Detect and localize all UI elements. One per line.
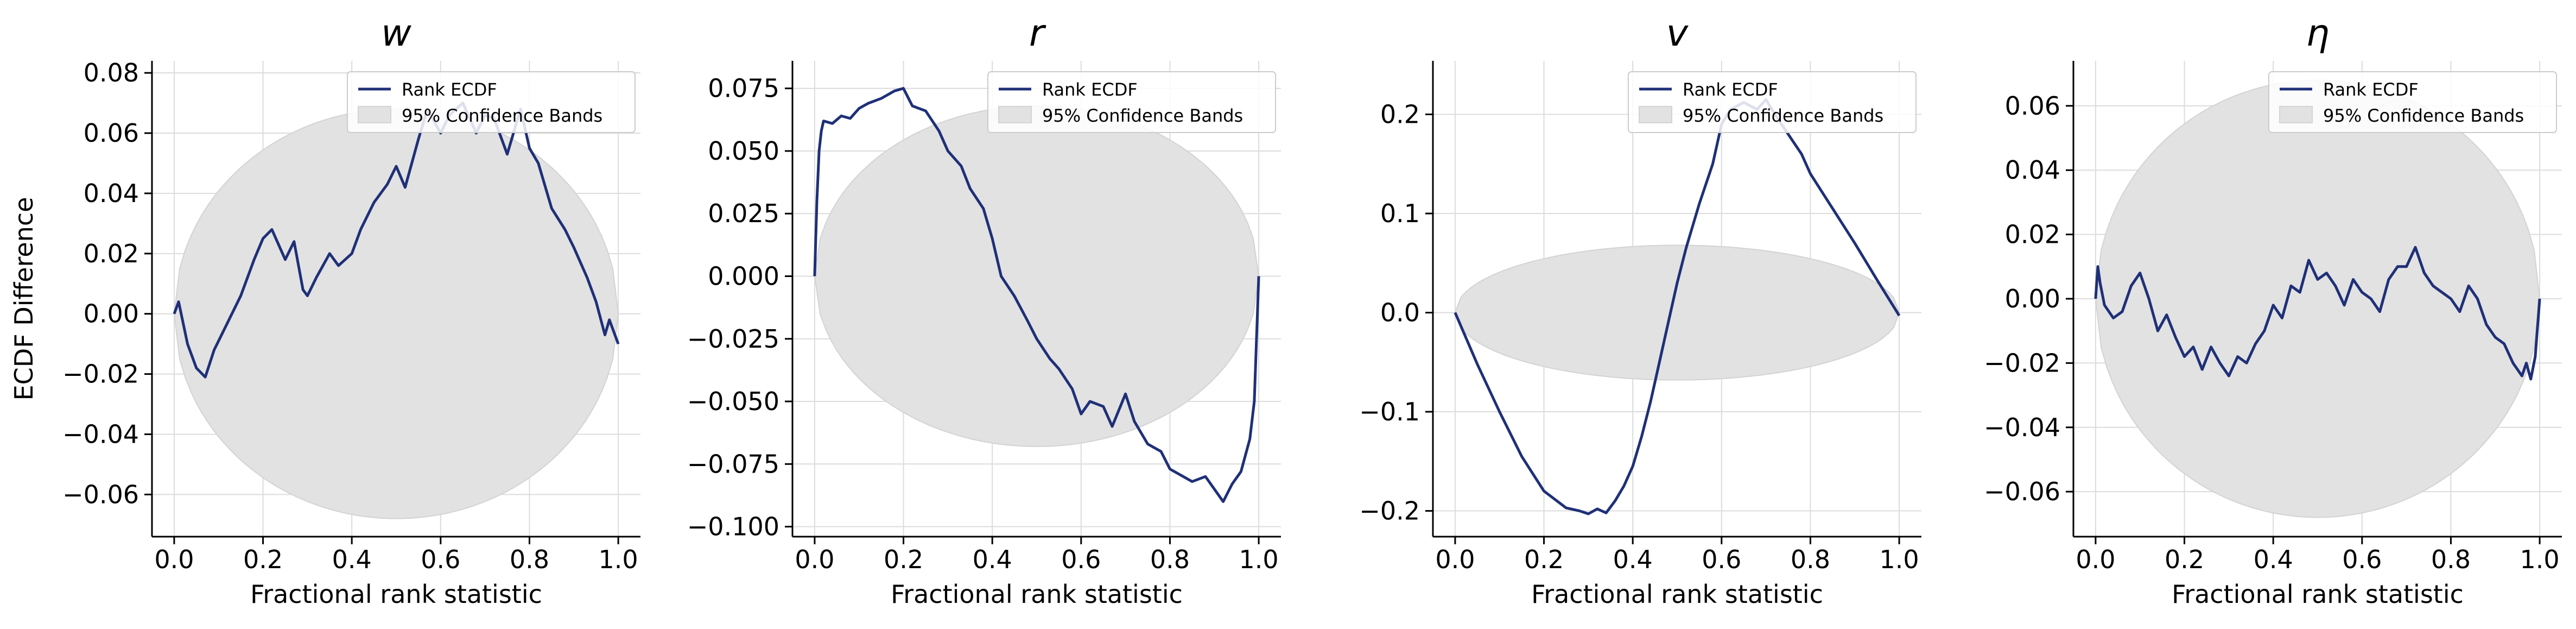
x-tick-label: 0.8: [1791, 545, 1830, 574]
confidence-band: [173, 108, 619, 519]
chart-title: v: [1666, 12, 1689, 55]
legend-label-rank-ecdf: Rank ECDF: [1042, 79, 1138, 100]
rank-ecdf-line: [2094, 246, 2541, 381]
chart-title: w: [381, 12, 411, 55]
y-tick-label: 0.075: [708, 74, 779, 103]
confidence-band: [1454, 244, 1900, 381]
x-axis-label: Fractional rank statistic: [1531, 580, 1823, 609]
x-tick-label: 0.6: [1061, 545, 1101, 574]
legend-label-confidence-bands: 95% Confidence Bands: [1683, 105, 1883, 126]
x-axis-label: Fractional rank statistic: [891, 580, 1183, 609]
legend: Rank ECDF 95% Confidence Bands: [347, 71, 636, 133]
y-tick-label: 0.08: [84, 58, 139, 87]
chart-panel-1: 0.0 0.2 0.4 0.6 0.8 1.0 −0.06 −0.04 −0.02 0.00 0.0…: [62, 12, 640, 609]
y-tick-label: −0.050: [687, 387, 779, 416]
x-tick-label: 0.0: [154, 545, 194, 574]
y-tick-label: −0.04: [62, 419, 139, 449]
legend-band-swatch: [998, 106, 1032, 123]
chart-panel-4: 0.0 0.2 0.4 0.6 0.8 1.0 −0.06 −0.04 −0.02 0.00 0.0…: [1984, 12, 2562, 609]
x-tick-label: 1.0: [2520, 545, 2560, 574]
legend: Rank ECDF 95% Confidence Bands: [2268, 71, 2557, 133]
x-tick-label: 0.8: [2431, 545, 2471, 574]
legend-box: [1628, 71, 1917, 133]
legend-box: [2268, 71, 2557, 133]
y-tick-label: 0.00: [84, 299, 139, 329]
y-tick-label: 0.06: [84, 118, 139, 148]
x-tick-label: 1.0: [1239, 545, 1279, 574]
x-tick-label: 0.6: [1702, 545, 1741, 574]
legend: Rank ECDF 95% Confidence Bands: [987, 71, 1276, 133]
legend-box: [347, 71, 636, 133]
y-tick-label: 0.02: [84, 239, 139, 268]
legend-band-swatch: [1639, 106, 1672, 123]
x-tick-label: 0.6: [2342, 545, 2382, 574]
y-tick-label: 0.2: [1380, 100, 1420, 129]
chart-title: η: [2306, 12, 2329, 55]
legend: Rank ECDF 95% Confidence Bands: [1628, 71, 1917, 133]
x-tick-label: 0.2: [243, 545, 283, 574]
y-tick-label: −0.2: [1359, 496, 1420, 526]
legend-label-confidence-bands: 95% Confidence Bands: [2323, 105, 2524, 126]
x-tick-label: 0.8: [510, 545, 549, 574]
y-tick-label: −0.100: [687, 512, 779, 542]
y-tick-label: −0.1: [1359, 397, 1420, 426]
rank-ecdf-line: [1454, 98, 1901, 515]
chart-panel-3: 0.0 0.2 0.4 0.6 0.8 1.0 −0.2 −0.1 0.0 0.1 0.2 v Frac…: [1359, 12, 1921, 609]
legend-label-confidence-bands: 95% Confidence Bands: [1042, 105, 1243, 126]
y-tick-label: −0.02: [62, 360, 139, 389]
rank-ecdf-line: [173, 102, 620, 379]
y-tick-label: 0.025: [708, 199, 779, 228]
y-tick-label: −0.02: [1984, 348, 2060, 378]
y-tick-label: −0.075: [687, 449, 779, 479]
x-tick-label: 0.6: [421, 545, 460, 574]
x-tick-label: 0.0: [1435, 545, 1475, 574]
chart-title: r: [1029, 12, 1046, 55]
legend-label-rank-ecdf: Rank ECDF: [1683, 79, 1778, 100]
legend-box: [987, 71, 1276, 133]
x-tick-label: 0.2: [1524, 545, 1564, 574]
y-tick-label: 0.06: [2005, 91, 2060, 121]
legend-label-confidence-bands: 95% Confidence Bands: [402, 105, 602, 126]
legend-band-swatch: [358, 106, 391, 123]
x-tick-label: 0.4: [1613, 545, 1653, 574]
y-tick-label: 0.04: [2005, 155, 2060, 185]
y-tick-label: −0.06: [1984, 477, 2060, 506]
x-tick-label: 0.4: [973, 545, 1012, 574]
shared-y-axis-label: ECDF Difference: [9, 197, 39, 401]
chart-panel-2: 0.0 0.2 0.4 0.6 0.8 1.0 −0.100 −0.075 −0.050 −0.0…: [687, 12, 1281, 609]
legend-label-rank-ecdf: Rank ECDF: [2323, 79, 2419, 100]
rank-ecdf-line: [813, 87, 1260, 503]
confidence-band: [2095, 79, 2541, 518]
x-tick-label: 0.0: [2076, 545, 2115, 574]
x-tick-label: 1.0: [1880, 545, 1919, 574]
confidence-band: [814, 105, 1260, 448]
y-tick-label: 0.0: [1380, 298, 1420, 328]
x-tick-label: 0.4: [2254, 545, 2293, 574]
x-tick-label: 1.0: [599, 545, 638, 574]
y-tick-label: 0.050: [708, 136, 779, 166]
y-tick-label: −0.04: [1984, 413, 2060, 442]
y-tick-label: 0.04: [84, 179, 139, 208]
y-tick-label: 0.1: [1380, 199, 1420, 228]
x-axis-label: Fractional rank statistic: [2172, 580, 2464, 609]
y-tick-label: 0.02: [2005, 220, 2060, 249]
x-tick-label: 0.4: [332, 545, 372, 574]
x-axis-label: Fractional rank statistic: [250, 580, 542, 609]
y-tick-label: 0.00: [2005, 284, 2060, 313]
x-tick-label: 0.2: [884, 545, 923, 574]
x-tick-label: 0.8: [1150, 545, 1190, 574]
legend-band-swatch: [2279, 106, 2313, 123]
x-tick-label: 0.2: [2165, 545, 2204, 574]
y-tick-label: −0.025: [687, 324, 779, 354]
legend-label-rank-ecdf: Rank ECDF: [402, 79, 497, 100]
y-tick-label: −0.06: [62, 480, 139, 509]
y-tick-label: 0.000: [708, 262, 779, 291]
x-tick-label: 0.0: [795, 545, 834, 574]
